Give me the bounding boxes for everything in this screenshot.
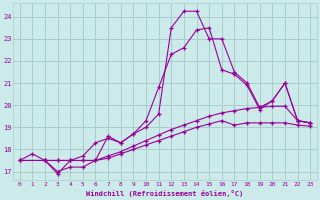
X-axis label: Windchill (Refroidissement éolien,°C): Windchill (Refroidissement éolien,°C) bbox=[86, 190, 244, 197]
